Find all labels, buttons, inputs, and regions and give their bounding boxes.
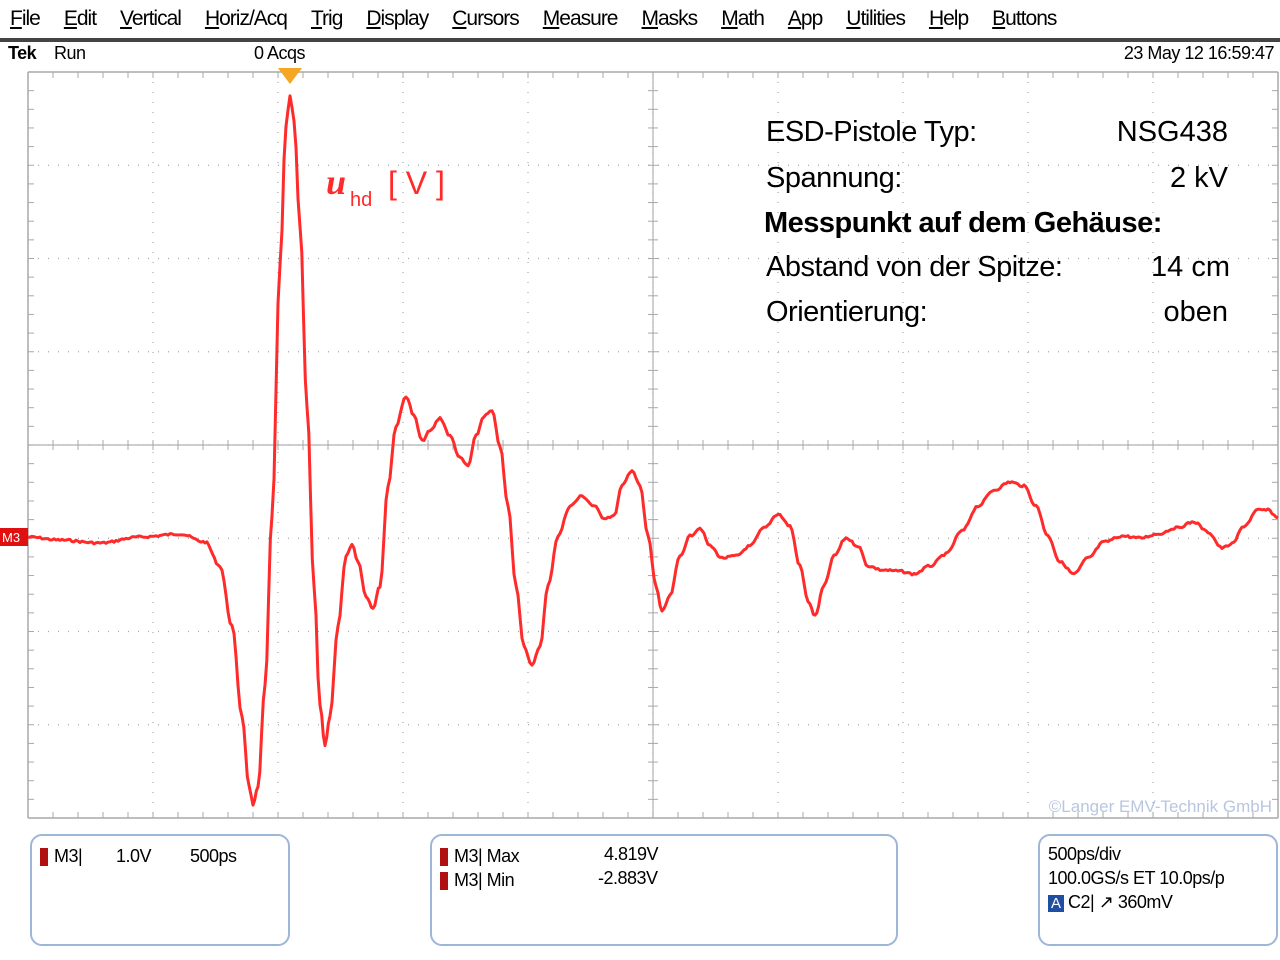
info-value-orientation: oben [1163,296,1228,328]
info-label-orientation: Orientierung: [766,296,928,328]
sample-rate: 100.0GS/s ET 10.0ps/p [1048,868,1225,888]
info-value-pistol: NSG438 [1116,116,1228,148]
trigger-channel: C2| [1068,892,1095,912]
menu-horizacq[interactable]: Horiz/Acq [204,7,288,30]
timebase-scale: 500ps/div [1048,844,1121,864]
info-heading: Messpunkt auf dem Gehäuse: [764,207,1162,239]
timebase-readout[interactable]: 500ps/div 100.0GS/s ET 10.0ps/p A C2| ↗ … [1038,834,1278,946]
waveform-display[interactable]: M3 u hd [ V ] ©Langer EMV-Technik GmbH [0,66,1280,826]
waveform-trace [27,94,1279,807]
measurement-readout[interactable]: M3| Max 4.819V M3| Min -2.883V [430,834,898,946]
info-label-pistol: ESD-Pistole Typ: [766,116,977,148]
channel-marker-label: M3 [2,530,20,545]
measure-value-max: 4.819V [604,844,659,864]
menu-app[interactable]: App [787,7,823,30]
trigger-channel-badge: A [1048,895,1064,912]
menu-trig[interactable]: Trig [310,7,343,30]
trigger-slope-icon: ↗ [1098,892,1114,912]
menu-separator [0,38,1280,42]
info-value-distance: 14 cm [1151,251,1230,283]
measure-swatch-max [440,846,452,867]
brand-label: Tek [8,43,37,63]
trace-label-unit: [ V ] [388,165,445,201]
menu-help[interactable]: Help [928,7,969,30]
watermark: ©Langer EMV-Technik GmbH [1049,797,1272,816]
menu-file[interactable]: File [10,7,41,30]
info-value-voltage: 2 kV [1169,162,1228,194]
graticule [27,71,1279,819]
menu-masks[interactable]: Masks [641,7,699,30]
info-label-distance: Abstand von der Spitze: [766,251,1063,283]
menu-measure[interactable]: Measure [542,7,619,30]
menu-vertical[interactable]: Vertical [120,7,182,30]
channel-name: M3| [54,846,83,866]
measure-name-min: M3| Min [454,870,515,890]
trigger-level: 360mV [1117,892,1173,912]
measure-value-min: -2.883V [598,868,658,888]
measure-swatch-min [440,870,452,891]
menu-buttons[interactable]: Buttons [992,7,1057,30]
menu-edit[interactable]: Edit [63,7,97,30]
menu-bar: File Edit Vertical Horiz/Acq Trig Display Curs… [0,0,1280,38]
status-bar: Tek Run 0 Acqs 23 May 12 16:59:47 [0,42,1280,66]
channel-timebase: 500ps [190,846,237,866]
trace-label-subscript: hd [350,189,372,211]
channel-scale: 1.0V [116,846,152,866]
info-label-voltage: Spannung: [766,162,902,194]
menu-display[interactable]: Display [366,7,429,30]
run-state: Run [54,43,86,63]
channel-readout[interactable]: M3| 1.0V 500ps [30,834,290,946]
menu-math[interactable]: Math [721,7,765,30]
trigger-readout: A C2| ↗ 360mV [1048,892,1173,913]
trace-label-symbol: u [326,162,346,202]
menu-cursors[interactable]: Cursors [452,7,520,30]
menu-utilities[interactable]: Utilities [846,7,906,30]
measure-name-max: M3| Max [454,846,520,866]
channel-swatch [40,846,52,867]
acquisition-count: 0 Acqs [254,43,306,63]
trigger-position-marker[interactable] [278,68,302,84]
date-time: 23 May 12 16:59:47 [1123,43,1275,63]
channel-marker[interactable] [0,528,28,546]
